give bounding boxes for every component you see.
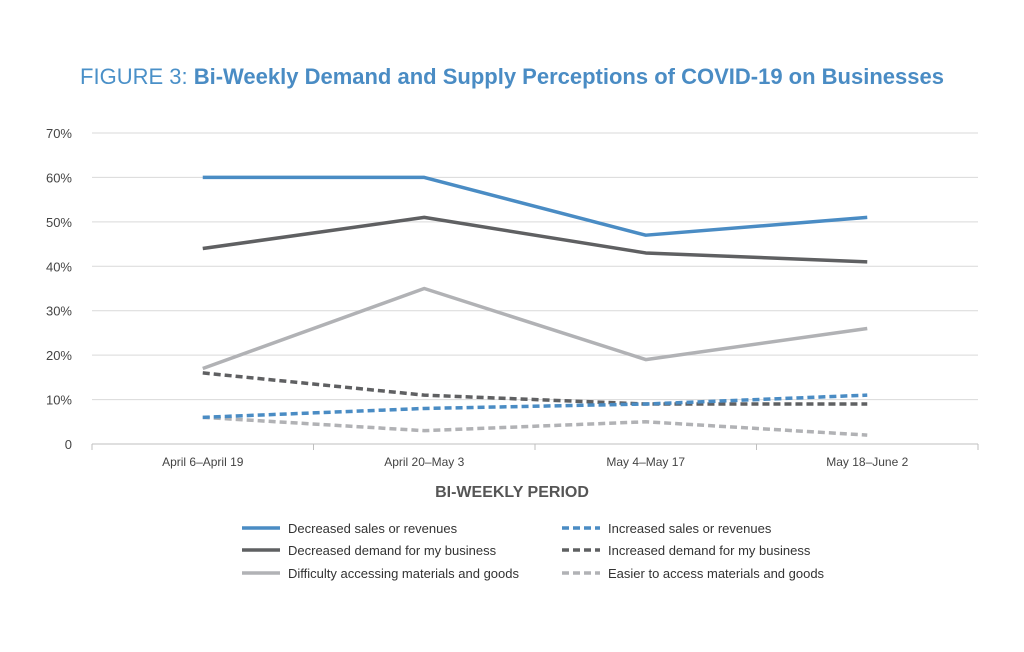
y-tick-label: 50% [46, 215, 72, 230]
x-tick-label: May 4–May 17 [606, 455, 685, 469]
series-line-1 [202, 175, 868, 237]
legend: Decreased sales or revenues Increased sal… [242, 521, 825, 581]
chart-title-main: Bi-Weekly Demand and Supply Perceptions … [193, 64, 944, 89]
chart-title: FIGURE 3: Bi-Weekly Demand and Supply Pe… [0, 64, 1024, 90]
y-axis-ticks: 0 10% 20% 30% 40% 50% 60% 70% [46, 126, 72, 452]
x-axis-label: BI-WEEKLY PERIOD [435, 484, 589, 501]
legend-label: Increased sales or revenues [608, 521, 772, 536]
series-lines [202, 175, 868, 437]
y-tick-label: 30% [46, 304, 72, 319]
legend-label: Easier to access materials and goods [608, 566, 825, 581]
x-tick-label: May 18–June 2 [826, 455, 908, 469]
series-line-5 [202, 286, 868, 371]
legend-label: Decreased sales or revenues [288, 521, 458, 536]
x-axis: April 6–April 19 April 20–May 3 May 4–May … [91, 443, 979, 469]
y-tick-label: 0 [65, 437, 72, 452]
legend-label: Increased demand for my business [608, 543, 811, 558]
series-line-3 [202, 215, 868, 264]
x-tick-label: April 20–May 3 [384, 455, 464, 469]
legend-label: Difficulty accessing materials and goods [288, 566, 519, 581]
chart-title-prefix: FIGURE 3: [80, 64, 194, 89]
y-tick-label: 60% [46, 170, 72, 185]
series-line-2 [202, 393, 868, 420]
y-tick-label: 20% [46, 348, 72, 363]
y-tick-label: 40% [46, 259, 72, 274]
y-tick-label: 10% [46, 393, 72, 408]
series-line-4 [202, 371, 868, 406]
y-tick-label: 70% [46, 126, 72, 141]
x-tick-label: April 6–April 19 [162, 455, 244, 469]
legend-label: Decreased demand for my business [288, 543, 497, 558]
series-line-6 [202, 415, 868, 437]
